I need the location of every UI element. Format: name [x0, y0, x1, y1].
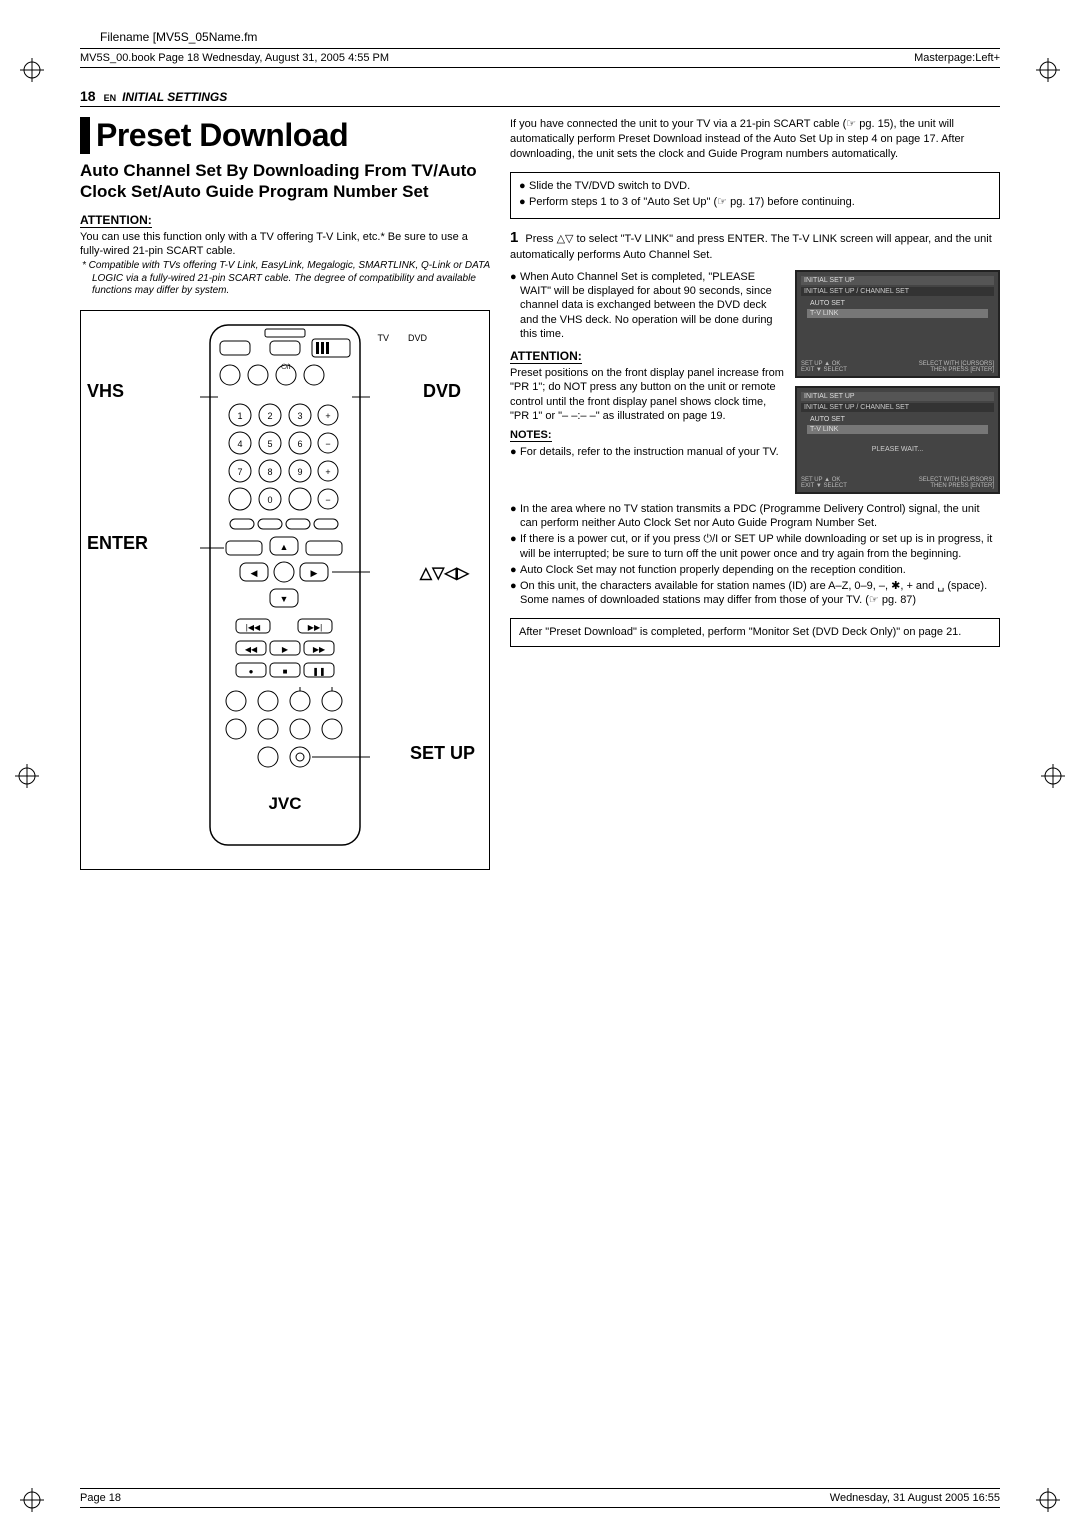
reg-mark: [20, 1488, 44, 1512]
note-5: On this unit, the characters available f…: [520, 579, 1000, 608]
svg-text:■: ■: [283, 667, 288, 676]
bookline: MV5S_00.book Page 18 Wednesday, August 3…: [80, 52, 389, 64]
svg-text:9: 9: [297, 467, 302, 477]
svg-text:−: −: [325, 495, 330, 505]
attention-text: You can use this function only with a TV…: [80, 230, 490, 259]
note-2: In the area where no TV station transmit…: [520, 502, 1000, 531]
tv-small-label: TV: [377, 333, 389, 343]
svg-text:3: 3: [297, 411, 302, 421]
svg-text:◀◀: ◀◀: [245, 645, 258, 654]
filename: Filename [MV5S_05Name.fm: [100, 30, 1000, 44]
svg-text:1: 1: [237, 411, 242, 421]
page-number: 18: [80, 88, 96, 104]
prereq-box: ●Slide the TV/DVD switch to DVD. ●Perfor…: [510, 172, 1000, 220]
notes-label: NOTES:: [510, 429, 552, 442]
step1-bullet: When Auto Channel Set is completed, "PLE…: [520, 270, 787, 341]
svg-text:JVC: JVC: [268, 794, 301, 813]
reg-mark: [20, 58, 44, 82]
reg-mark: [15, 764, 39, 788]
svg-text:−: −: [325, 439, 330, 449]
svg-text:8: 8: [267, 467, 272, 477]
reg-mark: [1036, 58, 1060, 82]
svg-text:+: +: [325, 411, 330, 421]
enter-label: ENTER: [87, 533, 148, 554]
svg-text:⏻/I: ⏻/I: [281, 363, 290, 371]
svg-text:◀: ◀: [251, 568, 258, 578]
reg-mark: [1041, 764, 1065, 788]
svg-text:▶: ▶: [311, 568, 318, 578]
remote-svg: ⏻/I 1 2 3 + 4 5 6 − 7: [200, 319, 370, 859]
svg-text:▶▶: ▶▶: [313, 645, 326, 654]
reg-mark: [1036, 1488, 1060, 1512]
section-title: INITIAL SETTINGS: [122, 90, 227, 104]
svg-text:|◀◀: |◀◀: [246, 623, 261, 632]
postbox: After "Preset Download" is completed, pe…: [510, 618, 1000, 647]
svg-text:▶: ▶: [282, 645, 289, 654]
vhs-label: VHS: [87, 381, 124, 402]
svg-text:+: +: [325, 467, 330, 477]
dvd-label: DVD: [423, 381, 461, 402]
subtitle: Auto Channel Set By Downloading From TV/…: [80, 160, 490, 203]
tv-screens: INITIAL SET UP INITIAL SET UP / CHANNEL …: [795, 270, 1000, 502]
svg-text:6: 6: [297, 439, 302, 449]
svg-text:2: 2: [267, 411, 272, 421]
svg-text:▶▶|: ▶▶|: [308, 623, 322, 632]
tv-screen-2: INITIAL SET UP INITIAL SET UP / CHANNEL …: [795, 386, 1000, 494]
svg-text:●: ●: [249, 667, 254, 676]
footnote: * Compatible with TVs offering T-V Link,…: [92, 260, 490, 298]
svg-text:4: 4: [237, 439, 242, 449]
left-column: Preset Download Auto Channel Set By Down…: [80, 117, 490, 870]
note-4: Auto Clock Set may not function properly…: [520, 563, 906, 577]
lang: EN: [104, 93, 117, 103]
footer-left: Page 18: [80, 1492, 121, 1504]
prebox-b2: Perform steps 1 to 3 of "Auto Set Up" (☞…: [529, 195, 855, 210]
note-3: If there is a power cut, or if you press…: [520, 532, 1000, 561]
masterpage: Masterpage:Left+: [914, 52, 1000, 64]
note-1: For details, refer to the instruction ma…: [520, 445, 779, 459]
svg-text:5: 5: [267, 439, 272, 449]
tv-screen-1: INITIAL SET UP INITIAL SET UP / CHANNEL …: [795, 270, 1000, 378]
page-title: Preset Download: [96, 117, 348, 154]
arrows-label: △▽◁▷: [420, 563, 469, 583]
svg-text:0: 0: [267, 495, 272, 505]
attention-label: ATTENTION:: [80, 213, 490, 228]
svg-text:▼: ▼: [280, 594, 289, 604]
intro-text: If you have connected the unit to your T…: [510, 117, 1000, 162]
right-column: If you have connected the unit to your T…: [510, 117, 1000, 870]
svg-text:▲: ▲: [280, 542, 289, 552]
page: Filename [MV5S_05Name.fm MV5S_00.book Pa…: [0, 0, 1080, 1528]
prebox-b1: Slide the TV/DVD switch to DVD.: [529, 179, 690, 194]
remote-diagram: VHS DVD TV DVD ENTER △▽◁▷ SET UP: [80, 310, 490, 870]
page-header: 18 EN INITIAL SETTINGS: [80, 88, 1000, 107]
footer: Page 18 Wednesday, 31 August 2005 16:55: [80, 1488, 1000, 1508]
setup-label: SET UP: [410, 743, 475, 764]
header-line: MV5S_00.book Page 18 Wednesday, August 3…: [80, 48, 1000, 68]
footer-right: Wednesday, 31 August 2005 16:55: [830, 1492, 1000, 1504]
title-bar: [80, 117, 90, 154]
svg-text:❚❚: ❚❚: [312, 667, 325, 676]
dvd-small-label: DVD: [408, 333, 427, 343]
step-1: 1 Press △▽ to select "T-V LINK" and pres…: [510, 227, 1000, 263]
svg-text:7: 7: [237, 467, 242, 477]
